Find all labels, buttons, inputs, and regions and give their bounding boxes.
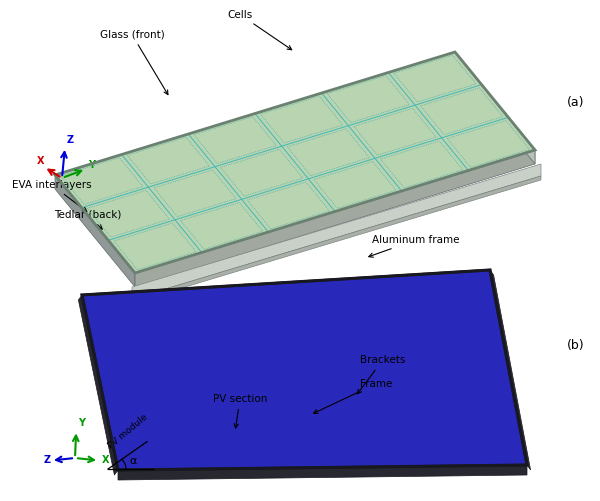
Text: PV section: PV section <box>213 394 267 428</box>
Polygon shape <box>79 295 118 475</box>
Polygon shape <box>132 164 541 299</box>
Text: α: α <box>130 456 137 466</box>
Text: Glass (front): Glass (front) <box>100 30 168 95</box>
Text: Frame: Frame <box>314 379 392 413</box>
Polygon shape <box>55 175 135 287</box>
Polygon shape <box>55 52 535 273</box>
Text: Z: Z <box>67 135 74 145</box>
Text: EVA interlayers: EVA interlayers <box>12 180 92 211</box>
Polygon shape <box>82 270 527 470</box>
Text: Tedlar (back): Tedlar (back) <box>54 210 121 229</box>
Text: Brackets: Brackets <box>358 355 406 394</box>
Polygon shape <box>455 52 535 164</box>
Text: Y: Y <box>88 160 95 170</box>
Polygon shape <box>118 465 527 480</box>
Text: X: X <box>101 455 109 465</box>
Text: Aluminum frame: Aluminum frame <box>369 235 460 257</box>
Text: PV module: PV module <box>106 413 149 451</box>
Text: (b): (b) <box>567 339 584 352</box>
Polygon shape <box>135 150 535 287</box>
Text: X: X <box>37 156 44 166</box>
Text: Cells: Cells <box>227 10 292 50</box>
Text: (a): (a) <box>567 96 584 109</box>
Text: Y: Y <box>78 418 85 428</box>
Polygon shape <box>490 270 530 470</box>
Polygon shape <box>132 176 541 303</box>
Text: Z: Z <box>44 455 51 465</box>
